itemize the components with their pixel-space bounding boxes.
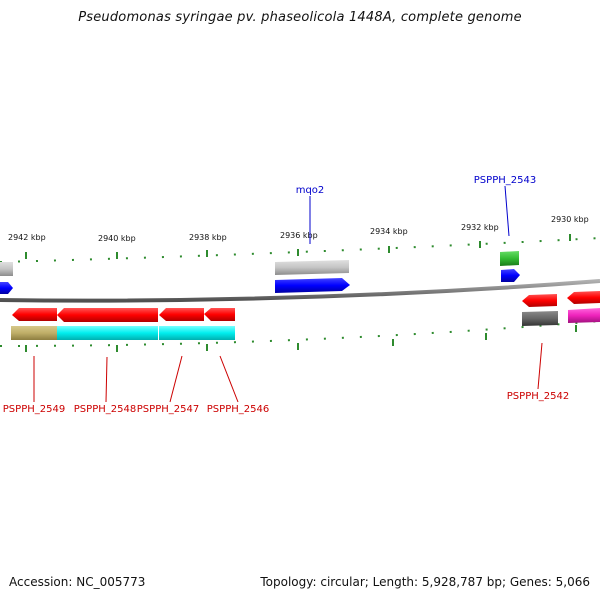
genome-summary-text: Topology: circular; Length: 5,928,787 bp…: [260, 575, 590, 589]
gene-label-PSPPH_2543[interactable]: PSPPH_2543: [474, 175, 536, 186]
lower-tick-ring: [0, 320, 600, 352]
gene-label-PSPPH_2548[interactable]: PSPPH_2548: [74, 404, 136, 415]
gene-arrow-PSPPH_2546[interactable]: [204, 308, 235, 321]
reverse-strand-inner: [12, 291, 600, 322]
gene-label-PSPPH_2546[interactable]: PSPPH_2546: [207, 404, 269, 415]
accession-text: Accession: NC_005773: [9, 575, 146, 589]
scale-label-2936: 2936 kbp: [280, 231, 318, 240]
gene-block-PSPPH_2543[interactable]: [500, 251, 519, 266]
map-title: Pseudomonas syringae pv. phaseolicola 14…: [78, 10, 522, 25]
forward-strand-inner: [0, 251, 520, 294]
genome-backbone: [0, 279, 600, 303]
gene-label-PSPPH_2549[interactable]: PSPPH_2549: [3, 404, 65, 415]
scale-label-2942: 2942 kbp: [8, 233, 46, 242]
upper-tick-ring: [0, 234, 600, 263]
gene-arrow-PSPPH_2542[interactable]: [522, 294, 557, 307]
scale-label-2938: 2938 kbp: [189, 233, 227, 242]
forward-strand-outer: [0, 260, 349, 276]
label-leaders: [33, 185, 543, 403]
gene-arrow-PSPPH_2547[interactable]: [159, 308, 204, 321]
gene-arrow-reverse[interactable]: [567, 291, 600, 304]
gene-label-PSPPH_2547[interactable]: PSPPH_2547: [137, 404, 199, 415]
gene-arrow-PSPPH_2549[interactable]: [12, 308, 57, 321]
gene-arrow-PSPPH_2543[interactable]: [501, 269, 520, 282]
scale-label-2930: 2930 kbp: [551, 215, 589, 224]
scale-label-2932: 2932 kbp: [461, 223, 499, 232]
scale-label-2934: 2934 kbp: [370, 227, 408, 236]
gene-arrow-mqo2[interactable]: [275, 278, 350, 293]
reverse-strand-outer: [11, 308, 600, 340]
gene-label-PSPPH_2542[interactable]: PSPPH_2542: [507, 391, 569, 402]
gene-arrow-PSPPH_2548[interactable]: [57, 308, 158, 322]
gene-label-mqo2[interactable]: mqo2: [296, 185, 325, 196]
gene-arrow-forward[interactable]: [0, 282, 13, 294]
scale-label-2940: 2940 kbp: [98, 234, 136, 243]
